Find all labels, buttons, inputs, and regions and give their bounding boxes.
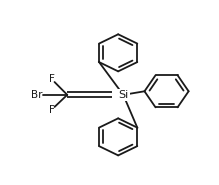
Text: F: F <box>49 74 55 84</box>
Text: Br: Br <box>31 90 42 100</box>
Text: Si: Si <box>118 90 128 100</box>
Text: F: F <box>49 105 55 115</box>
